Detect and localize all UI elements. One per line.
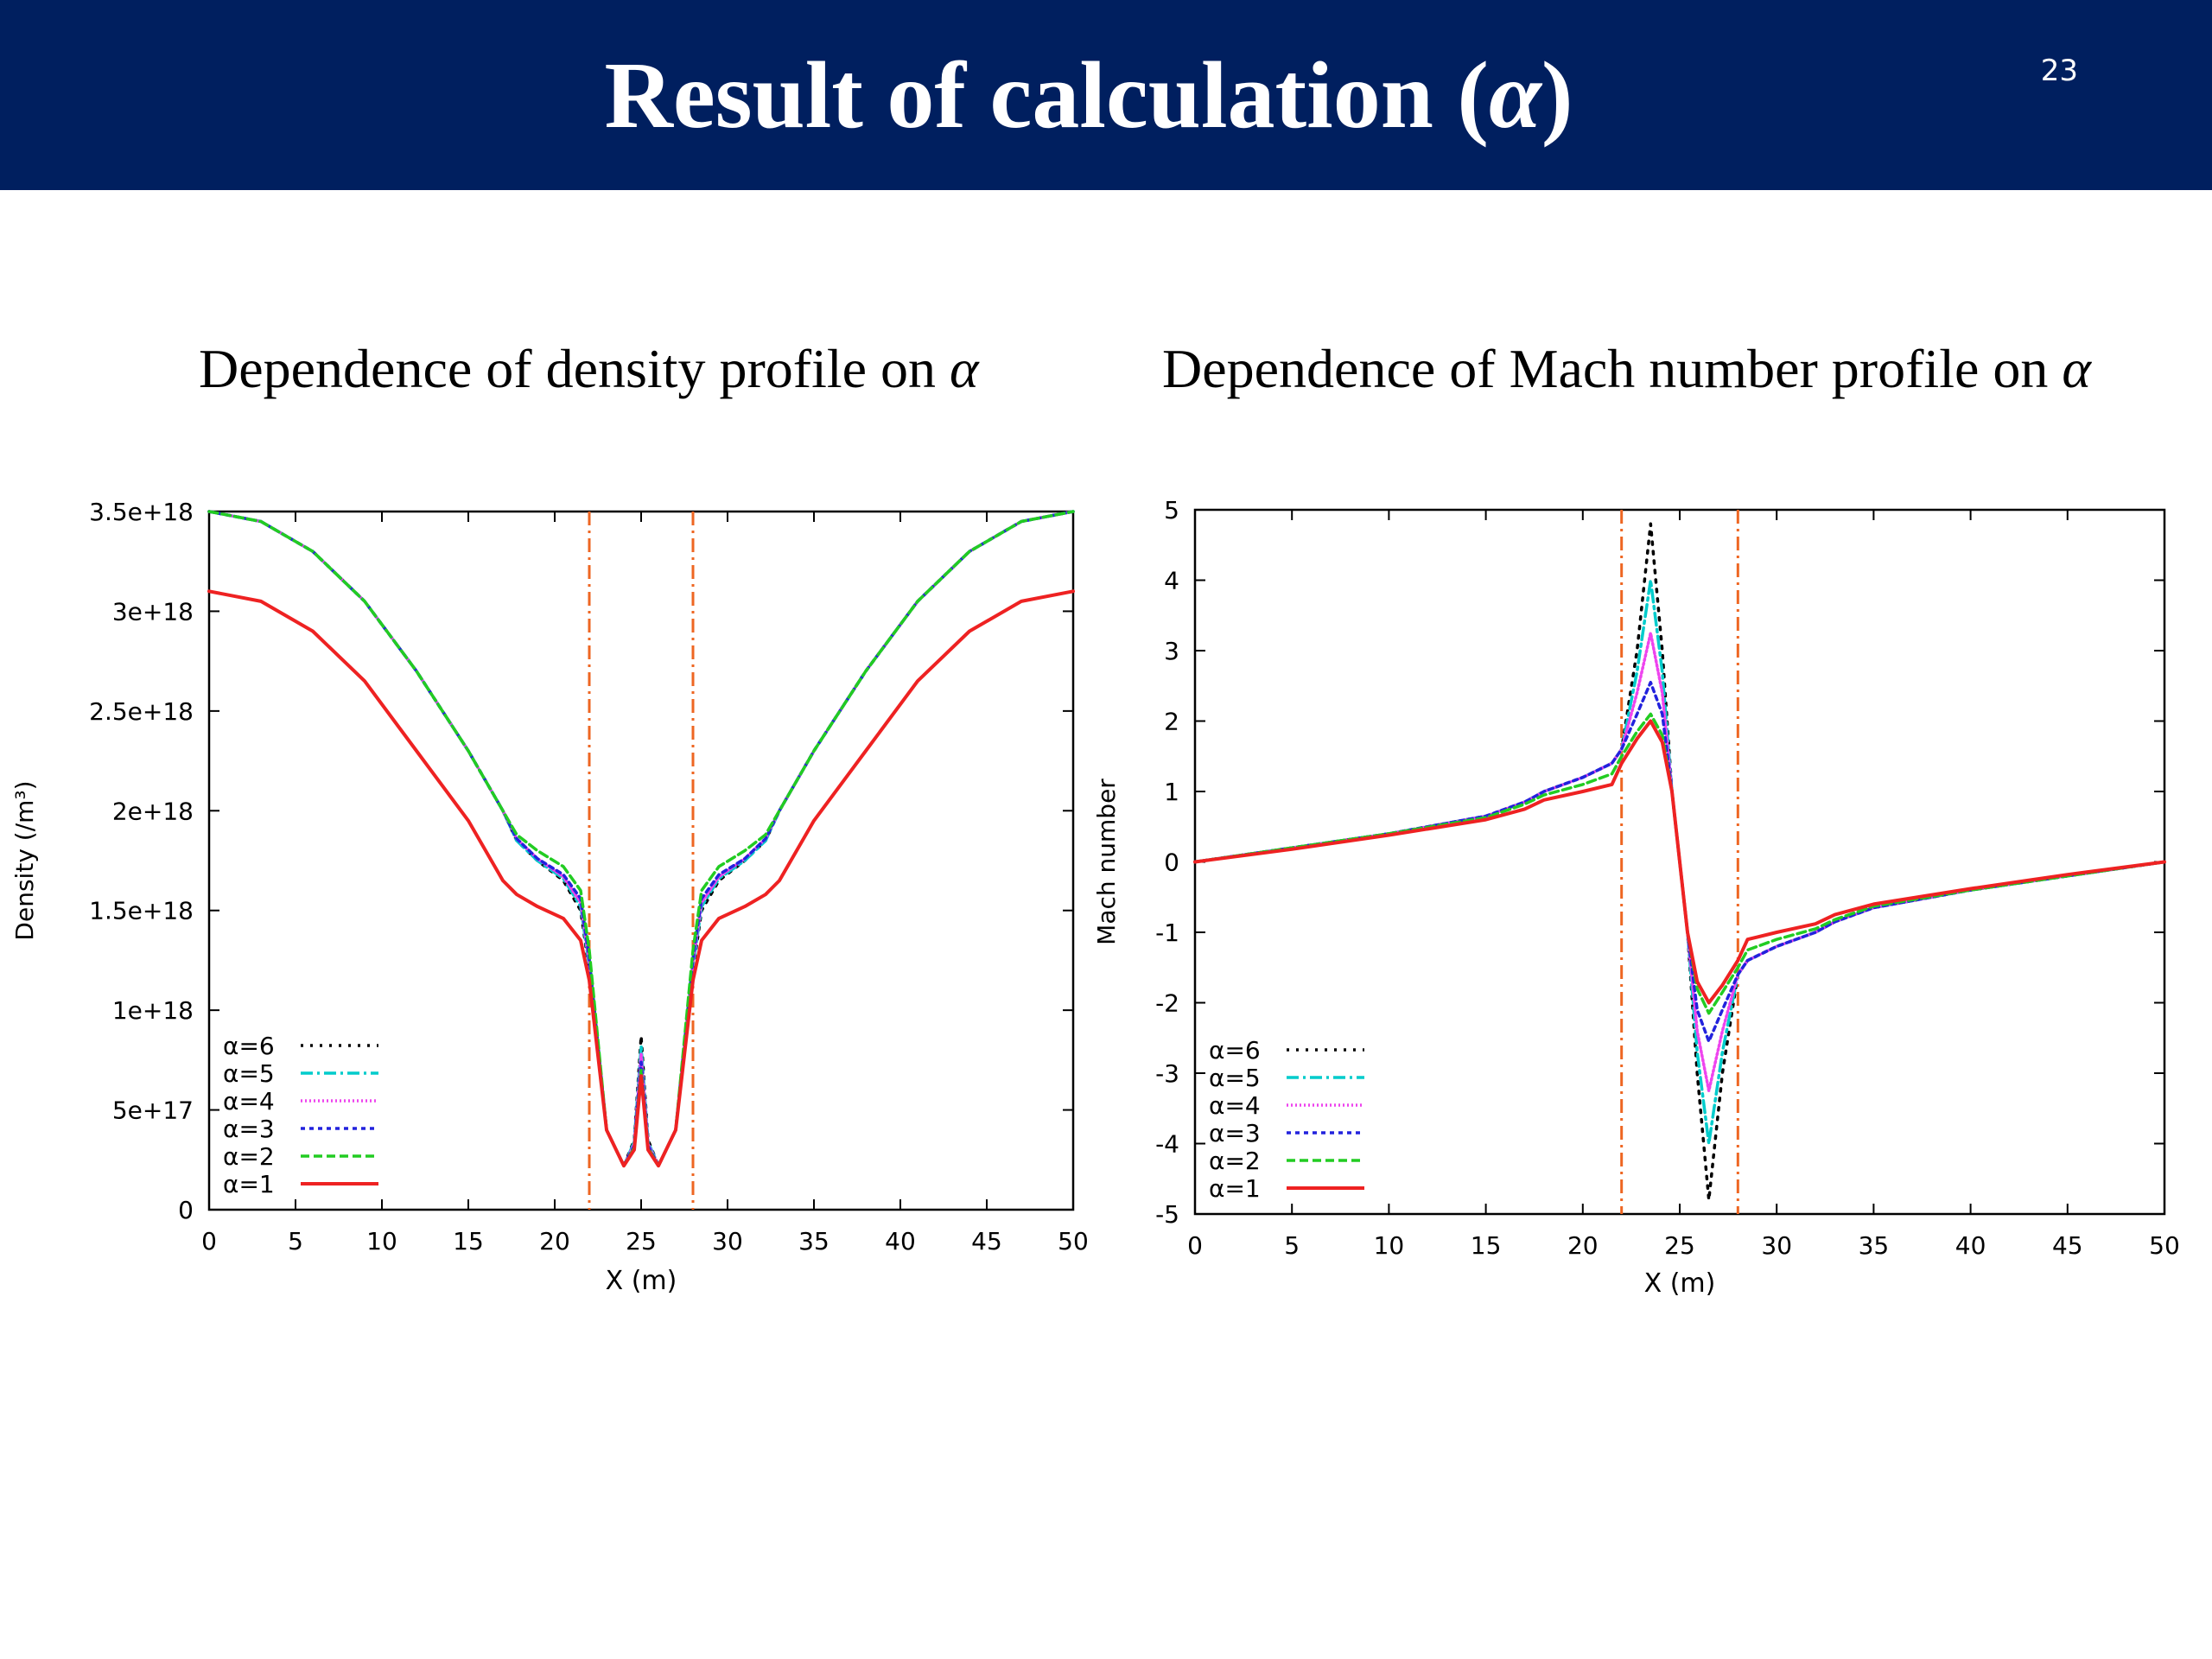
density-ytick-label: 5e+17 [112, 1096, 194, 1125]
mach-xtick-label: 20 [1567, 1231, 1599, 1260]
density-ytick-label: 1e+18 [112, 996, 194, 1025]
mach-xtick-label: 40 [1955, 1231, 1986, 1260]
mach-legend-label: α=2 [1209, 1147, 1261, 1175]
mach-legend-label: α=1 [1209, 1174, 1261, 1203]
mach-legend-label: α=4 [1209, 1091, 1261, 1120]
mach-xtick-label: 0 [1187, 1231, 1203, 1260]
caption-mach: Dependence of Mach number profile on α [1162, 337, 2091, 401]
mach-ytick-label: -3 [1155, 1059, 1179, 1088]
mach-ytick-label: -4 [1155, 1130, 1179, 1159]
density-xtick-label: 0 [201, 1227, 217, 1255]
density-xtick-label: 15 [453, 1227, 484, 1255]
density-xtick-label: 25 [626, 1227, 657, 1255]
density-series-1 [207, 589, 1075, 1168]
density-xaxis-label: X (m) [606, 1266, 677, 1296]
slide-title-text: Result of calculation ( [604, 42, 1489, 148]
mach-ytick-label: -1 [1155, 918, 1179, 947]
density-ytick-label: 2e+18 [112, 797, 194, 825]
density-ytick-label: 0 [178, 1196, 194, 1224]
mach-ytick-label: -2 [1155, 989, 1179, 1018]
density-legend-label: α=6 [223, 1032, 275, 1060]
slide-number: 23 [2040, 54, 2078, 88]
caption-mach-text: Dependence of Mach number profile on [1162, 338, 2063, 399]
mach-xtick-label: 50 [2149, 1231, 2180, 1260]
density-ytick-label: 3e+18 [112, 597, 194, 626]
slide-title: Result of calculation (α) [0, 35, 2177, 156]
density-xtick-label: 40 [885, 1227, 916, 1255]
slide-title-close: ) [1541, 42, 1573, 148]
title-bar: Result of calculation (α) 23 [0, 0, 2212, 190]
mach-xtick-label: 10 [1374, 1231, 1405, 1260]
density-ytick-label: 1.5e+18 [89, 897, 194, 925]
mach-ytick-label: 3 [1164, 637, 1179, 665]
mach-yaxis-label: Mach number [1092, 779, 1121, 945]
density-yaxis-label: Density (/m³) [10, 780, 39, 940]
density-xtick-label: 20 [539, 1227, 570, 1255]
mach-xtick-label: 5 [1284, 1231, 1300, 1260]
mach-xtick-label: 25 [1664, 1231, 1695, 1260]
caption-mach-greek: α [2062, 338, 2091, 399]
density-legend-label: α=3 [223, 1115, 275, 1143]
mach-ytick-label: 1 [1164, 778, 1179, 806]
caption-density-greek: α [950, 338, 979, 399]
mach-ytick-label: 0 [1164, 849, 1179, 877]
mach-xtick-label: 30 [1761, 1231, 1792, 1260]
mach-legend-label: α=3 [1209, 1119, 1261, 1147]
mach-xtick-label: 35 [1859, 1231, 1890, 1260]
density-legend-label: α=4 [223, 1087, 275, 1116]
density-xtick-label: 30 [712, 1227, 743, 1255]
density-series-2 [207, 510, 1075, 1167]
mach-legend-label: α=6 [1209, 1036, 1261, 1065]
slide-title-greek: α [1489, 42, 1541, 148]
mach-xtick-label: 15 [1471, 1231, 1502, 1260]
caption-density-text: Dependence of density profile on [199, 338, 950, 399]
mach-xtick-label: 45 [2052, 1231, 2083, 1260]
mach-series-1 [1193, 719, 2166, 1005]
caption-density: Dependence of density profile on α [199, 337, 979, 401]
mach-ytick-label: 2 [1164, 708, 1179, 736]
mach-ytick-label: -5 [1155, 1200, 1179, 1229]
density-legend-label: α=1 [223, 1170, 275, 1198]
density-xtick-label: 10 [366, 1227, 397, 1255]
mach-legend-label: α=5 [1209, 1064, 1261, 1092]
mach-ytick-label: 5 [1164, 496, 1179, 524]
mach-xaxis-label: X (m) [1644, 1268, 1716, 1299]
density-ytick-label: 2.5e+18 [89, 697, 194, 726]
density-xtick-label: 5 [288, 1227, 303, 1255]
density-xtick-label: 35 [798, 1227, 830, 1255]
density-series-3 [207, 510, 1075, 1167]
density-ytick-label: 3.5e+18 [89, 498, 194, 526]
density-xtick-label: 45 [971, 1227, 1002, 1255]
mach-ytick-label: 4 [1164, 567, 1179, 595]
density-legend-label: α=2 [223, 1142, 275, 1171]
density-plot-frame [207, 510, 1075, 1211]
density-xtick-label: 50 [1058, 1227, 1089, 1255]
density-legend-label: α=5 [223, 1059, 275, 1088]
